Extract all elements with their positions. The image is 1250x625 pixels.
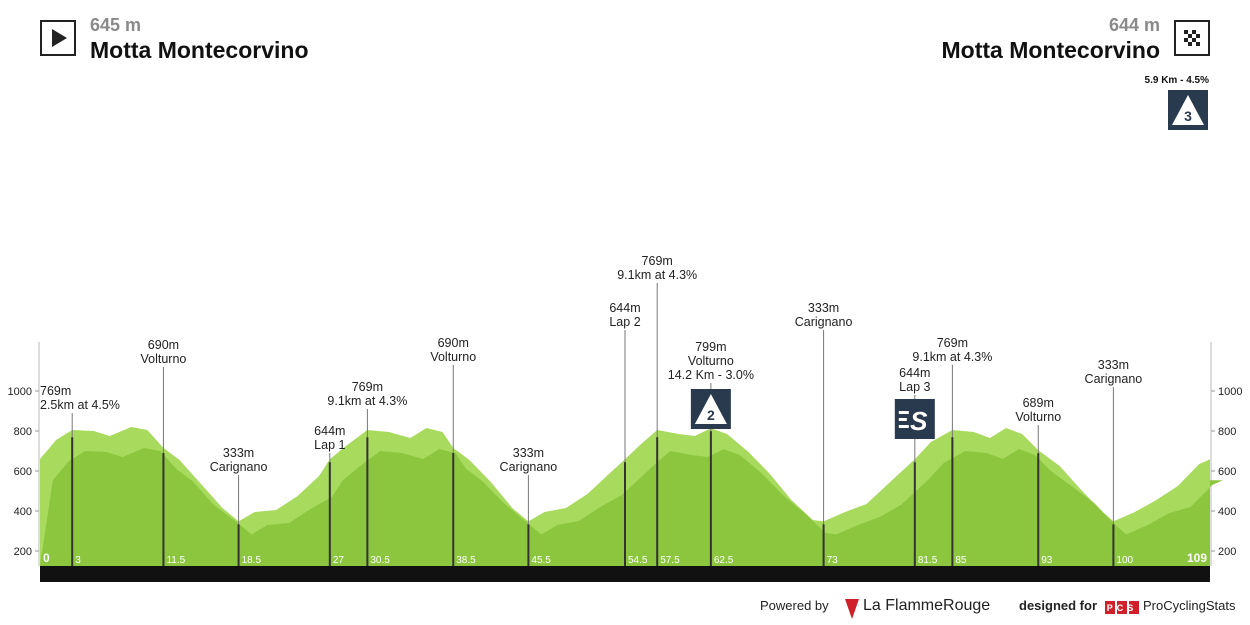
annotation-label: Lap 3 [899,380,930,394]
y-tick-label-left: 400 [14,506,32,518]
baseline-bar [40,566,1210,582]
km-marker-label: 27 [333,555,345,566]
annotation-label: 769m [937,336,968,350]
designed-for-label: designed for [1019,598,1098,613]
annotation-label: 333m [808,301,839,315]
km-marker-label: 62.5 [714,555,734,566]
start-location: Motta Montecorvino [90,37,309,63]
km-marker-label: 81.5 [918,555,938,566]
km-marker-label: 18.5 [242,555,262,566]
finish-location: Motta Montecorvino [941,37,1161,63]
km-marker-label: 11.5 [166,555,185,566]
km-marker-label: 73 [827,555,839,566]
annotation-label: 2.5km at 4.5% [40,398,120,412]
sprint-icon-stripe [898,411,909,414]
finish-header: 644 m Motta Montecorvino [942,14,1161,64]
annotation-label: 9.1km at 4.3% [912,350,992,364]
finish-kom-category-icon: 3 [1168,90,1208,130]
annotation-label: 9.1km at 4.3% [327,394,407,408]
pcs-logo-text: PCS [1107,603,1138,613]
profile-area [40,448,1223,566]
annotation-label: Volturno [430,350,476,364]
km-marker-label: 3 [75,555,81,566]
km-end-label: 109 [1187,551,1207,565]
km-marker-label: 30.5 [370,555,390,566]
annotation-label: Lap 2 [609,315,640,329]
kom-category-text: 2 [707,407,715,423]
start-elevation: 645 m [90,15,142,35]
annotation-label: 769m [352,380,383,394]
km-marker-label: 100 [1116,555,1133,566]
annotation-label: Volturno [688,354,734,368]
annotation-label: Volturno [1015,410,1061,424]
start-header: 645 m Motta Montecorvino [90,14,309,64]
annotation-label: 644m [609,301,640,315]
sprint-icon-text: S [910,406,928,436]
km-marker-label: 57.5 [660,555,680,566]
sprint-icon-stripe [898,425,909,428]
annotation-label: 689m [1023,396,1054,410]
procyclingstats-label: ProCyclingStats [1143,598,1236,613]
annotation-label: 333m [223,446,254,460]
pcs-logo-icon: PCS [1105,601,1139,614]
annotation-label: Carignano [1085,372,1143,386]
finish-climb-label: 5.9 Km - 4.5% [1144,75,1209,86]
sprint-icon-stripe [898,418,907,421]
y-tick-label-right: 400 [1218,506,1236,518]
annotation-label: 333m [513,446,544,460]
kom-triangle-icon [694,394,727,424]
annotation-label: Lap 1 [314,438,345,452]
y-tick-label-right: 1000 [1218,386,1242,398]
km-marker-label: 93 [1041,555,1053,566]
y-tick-label-left: 1000 [8,386,32,398]
flamme-rouge-brand: La FlammeRouge [863,597,991,614]
y-tick-label-left: 200 [14,546,32,558]
flamme-rouge-logo-icon [845,599,859,619]
finish-kom-category-text: 3 [1184,108,1192,124]
powered-by-label: Powered by [760,598,829,613]
annotation-label: 644m [314,424,345,438]
start-flag-icon [40,20,76,56]
annotation-label: 690m [148,338,179,352]
y-tick-label-right: 600 [1218,466,1236,478]
annotation-label: Carignano [210,460,268,474]
annotation-label: 333m [1098,358,1129,372]
km-marker-label: 38.5 [456,555,476,566]
annotation-label: 690m [438,336,469,350]
annotation-label: Carignano [795,315,853,329]
finish-flag-icon [1174,20,1210,56]
annotation-label: 644m [899,366,930,380]
km-marker-label: 54.5 [628,555,648,566]
annotation-label: 14.2 Km - 3.0% [668,368,754,382]
annotation-label: 769m [642,254,673,268]
annotation-label: 769m [40,384,71,398]
y-tick-label-left: 800 [14,426,32,438]
annotation-label: Volturno [141,352,187,366]
finish-elevation: 644 m [1108,15,1160,35]
y-tick-label-right: 800 [1218,426,1236,438]
annotation-label: 9.1km at 4.3% [617,268,697,282]
annotation-label: Carignano [500,460,558,474]
annotation-label: 799m [695,340,726,354]
y-tick-label-left: 600 [14,466,32,478]
y-tick-label-right: 200 [1218,546,1236,558]
km-marker-label: 45.5 [531,555,551,566]
km-start-label: 0 [43,551,50,565]
km-marker-label: 85 [955,555,967,566]
